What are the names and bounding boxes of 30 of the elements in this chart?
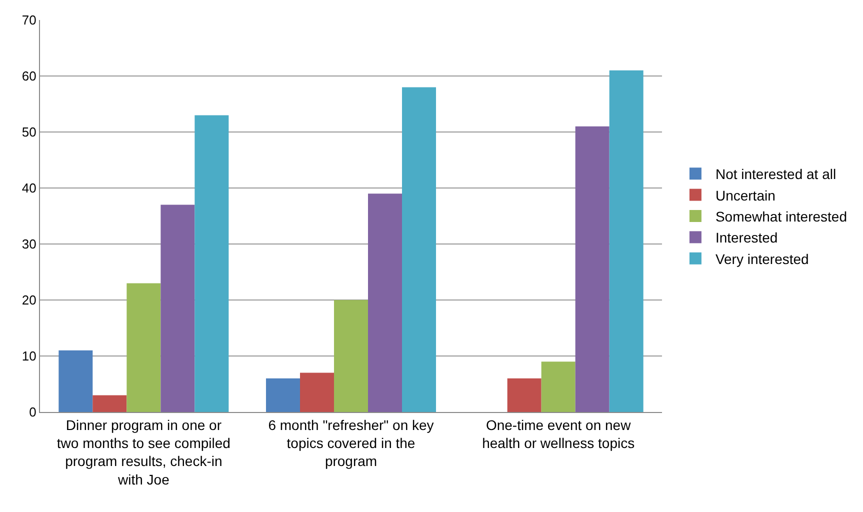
legend-label: Interested [715,230,778,246]
bar [160,204,195,412]
bar [541,362,576,412]
bar [368,194,402,412]
x-tick-label: 6 month "refresher" on key topics covered in the program [268,416,434,470]
y-tick-label: 50 [22,124,36,140]
bar [575,126,610,412]
bar [92,395,127,412]
y-tick-label: 10 [22,348,36,364]
bar [334,300,368,412]
bar [402,87,436,412]
y-tick-label: 30 [22,236,36,252]
bar [266,378,300,412]
y-tick-label: 40 [22,180,36,196]
bar [507,378,542,412]
bar [126,283,161,412]
legend-label: Somewhat interested [715,208,847,224]
bar [609,70,644,412]
x-tick-label: One-time event on new health or wellness topics [482,416,635,451]
y-tick-label: 20 [22,292,36,308]
bar [300,372,334,412]
legend-label: Uncertain [715,187,776,204]
legend-label: Not interested at all [715,166,836,182]
bar [58,350,93,412]
bar [194,115,229,412]
x-tick-label: Dinner program in one or two months to see compiled program results, check-in with Joe [56,416,230,488]
y-tick-label: 70 [22,12,36,28]
y-tick-label: 0 [29,404,36,420]
legend-label: Very interested [715,250,809,267]
y-tick-label: 60 [22,68,36,84]
